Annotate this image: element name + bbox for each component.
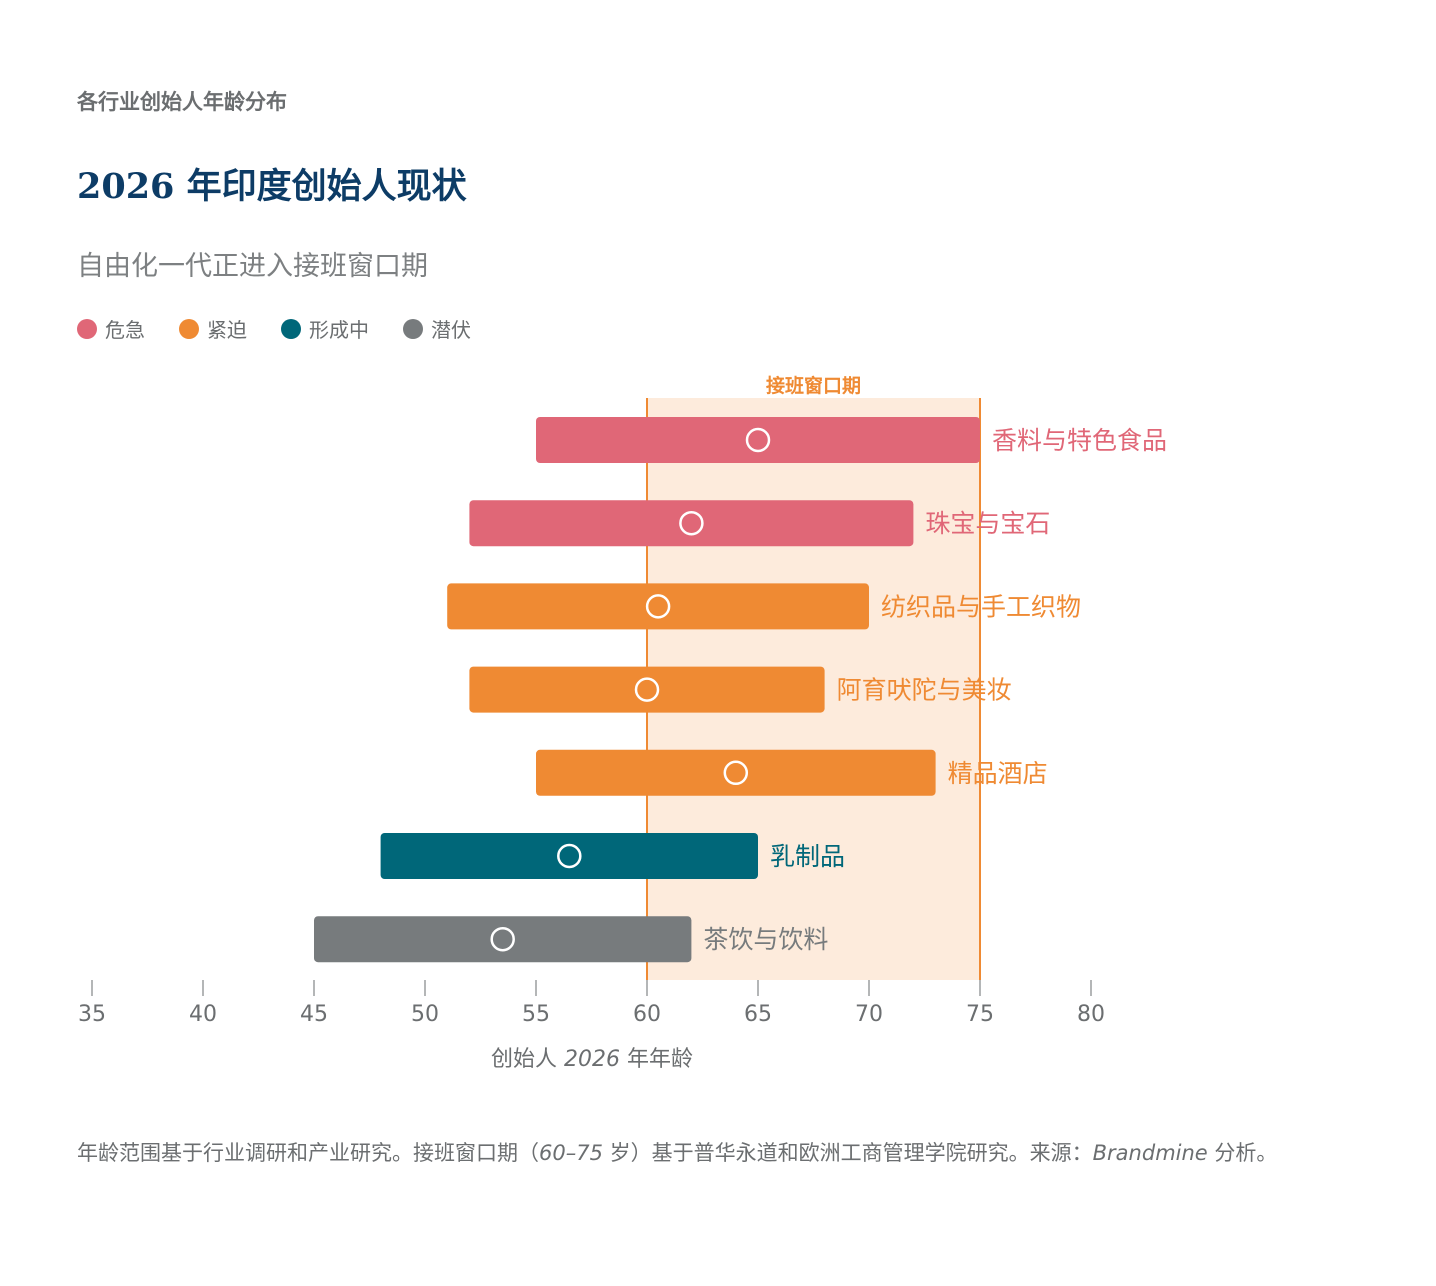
range-bar bbox=[536, 417, 980, 463]
legend-swatch-forming bbox=[281, 318, 301, 339]
chart-subtitle: 自由化一代正进入接班窗口期 bbox=[77, 251, 428, 282]
median-marker bbox=[679, 510, 704, 536]
range-bar bbox=[469, 500, 914, 547]
legend-label-latent: 潜伏 bbox=[431, 318, 471, 342]
median-marker bbox=[723, 760, 749, 786]
legend: 危急 紧迫 形成中 潜伏 bbox=[77, 314, 505, 343]
chart-kicker: 各行业创始人年龄分布 bbox=[77, 90, 287, 114]
legend-item-forming: 形成中 bbox=[281, 314, 369, 343]
x-tick-label: 50 bbox=[411, 1002, 439, 1027]
legend-item-critical: 危急 bbox=[77, 314, 145, 343]
range-bar bbox=[447, 583, 869, 630]
median-marker bbox=[490, 926, 515, 952]
legend-item-latent: 潜伏 bbox=[403, 314, 471, 343]
median-marker bbox=[745, 427, 771, 453]
x-tick-label: 55 bbox=[522, 1002, 550, 1027]
range-bar bbox=[380, 833, 758, 879]
legend-label-critical: 危急 bbox=[105, 318, 145, 342]
legend-swatch-urgent bbox=[179, 318, 199, 339]
legend-item-urgent: 紧迫 bbox=[179, 314, 247, 343]
category-label: 纺织品与手工织物 bbox=[881, 592, 1081, 621]
x-tick-label: 65 bbox=[744, 1002, 772, 1027]
median-marker bbox=[645, 594, 671, 619]
category-label: 乳制品 bbox=[770, 842, 845, 871]
median-marker bbox=[557, 843, 582, 869]
footnote-part2: 岁）基于普华永道和欧洲工商管理学院研究。来源： bbox=[602, 1141, 1093, 1165]
chart-title: 2026 年印度创始人现状 bbox=[77, 166, 467, 207]
x-axis-title: 创始人 2026 年年龄 bbox=[491, 1047, 693, 1072]
median-marker bbox=[634, 677, 660, 702]
category-label: 香料与特色食品 bbox=[992, 426, 1167, 455]
category-label: 阿育吠陀与美妆 bbox=[837, 676, 1012, 705]
x-tick-label: 75 bbox=[966, 1002, 994, 1027]
x-tick-label: 45 bbox=[300, 1002, 328, 1027]
category-label: 茶饮与饮料 bbox=[703, 925, 828, 954]
range-bar bbox=[314, 916, 692, 963]
succession-window-label: 接班窗口期 bbox=[766, 374, 861, 397]
range-bar bbox=[536, 749, 936, 796]
legend-label-urgent: 紧迫 bbox=[207, 318, 247, 342]
footnote-part1: 年龄范围基于行业调研和产业研究。接班窗口期（ bbox=[77, 1141, 539, 1165]
category-label: 精品酒店 bbox=[948, 759, 1048, 788]
x-tick-label: 80 bbox=[1077, 1002, 1105, 1027]
x-tick-label: 35 bbox=[78, 1002, 106, 1027]
range-bar bbox=[469, 666, 825, 713]
range-bar-chart: 接班窗口期香料与特色食品珠宝与宝石纺织品与手工织物阿育吠陀与美妆精品酒店乳制品茶… bbox=[78, 374, 1167, 1072]
footnote: 年龄范围基于行业调研和产业研究。接班窗口期（60–75 岁）基于普华永道和欧洲工… bbox=[77, 1137, 1367, 1170]
x-tick-label: 40 bbox=[189, 1002, 217, 1027]
x-tick-label: 60 bbox=[633, 1002, 661, 1027]
x-tick-label: 70 bbox=[855, 1002, 883, 1027]
footnote-source: Brandmine bbox=[1092, 1141, 1208, 1165]
legend-swatch-latent bbox=[403, 318, 423, 339]
legend-swatch-critical bbox=[77, 318, 97, 339]
footnote-part3: 分析。 bbox=[1207, 1141, 1278, 1165]
category-label: 珠宝与宝石 bbox=[925, 509, 1050, 538]
footnote-range: 60–75 bbox=[539, 1141, 603, 1165]
legend-label-forming: 形成中 bbox=[309, 318, 369, 342]
